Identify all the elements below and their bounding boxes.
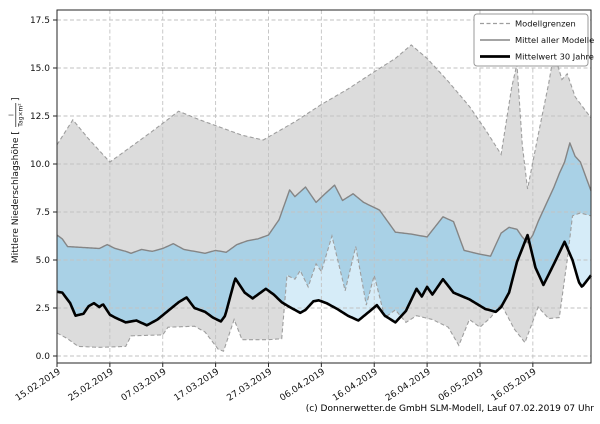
legend-label: Mittelwert 30 Jahre xyxy=(515,52,594,62)
x-axis: 15.02.2019 25.02.2019 07.03.2019 17.03.2019… xyxy=(14,363,539,404)
x-tick-label: 16.04.2019 xyxy=(331,367,380,404)
copyright-caption: (c) Donnerwetter.de GmbH SLM-Modell, Lau… xyxy=(306,404,595,414)
x-tick-label: 26.04.2019 xyxy=(384,367,433,404)
legend-box xyxy=(473,13,589,67)
y-tick-label: 0.0 xyxy=(36,352,51,362)
model-mean-line xyxy=(56,142,592,257)
legend: Modellgrenzen Mittel aller Modelle Mittelw… xyxy=(473,13,594,67)
y-axis-unit-numerator: l xyxy=(9,114,16,116)
y-tick-label: 7.5 xyxy=(36,208,50,218)
y-axis-label-bracket: ] xyxy=(10,97,21,101)
y-tick-label: 2.5 xyxy=(36,304,50,314)
x-tick-label: 15.02.2019 xyxy=(14,367,63,404)
mean-30y-line xyxy=(56,233,593,327)
x-tick-label: 06.05.2019 xyxy=(437,367,486,404)
grid xyxy=(56,10,591,363)
y-axis-unit-denominator: Tag×m² xyxy=(18,103,25,128)
wetter-than-normal-area xyxy=(57,142,591,326)
y-tick-label: 10.0 xyxy=(30,160,50,170)
legend-label: Modellgrenzen xyxy=(515,19,576,29)
model-max-line xyxy=(56,44,592,190)
y-tick-label: 5.0 xyxy=(36,256,51,266)
x-tick-label: 07.03.2019 xyxy=(120,367,169,404)
y-tick-label: 12.5 xyxy=(30,112,50,122)
plot-border xyxy=(56,9,592,364)
y-tick-label: 17.5 xyxy=(30,16,50,26)
x-tick-label: 25.02.2019 xyxy=(67,367,116,404)
y-axis: 0.0 2.5 5.0 7.5 10.0 12.5 15.0 17.5 xyxy=(30,16,57,362)
x-tick-label: 17.03.2019 xyxy=(173,367,222,404)
y-axis-label: Mittlere Niederschlagshöhe [ l Tag×m²] xyxy=(9,97,25,263)
x-tick-label: 06.04.2019 xyxy=(278,367,327,404)
y-tick-label: 15.0 xyxy=(30,64,50,74)
legend-label: Mittel aller Modelle xyxy=(515,35,594,45)
y-axis-label-text: Mittlere Niederschlagshöhe [ xyxy=(10,131,21,263)
wetter-area-below-model-band xyxy=(57,212,591,326)
x-tick-label: 27.03.2019 xyxy=(225,367,274,404)
x-tick-label: 16.05.2019 xyxy=(490,367,539,404)
